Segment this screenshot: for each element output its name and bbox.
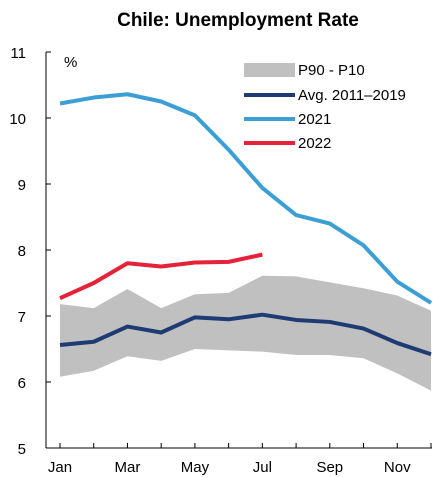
chart-title: Chile: Unemployment Rate [117,10,359,31]
y-tick-label: 11 [10,45,26,62]
band-p90-p10 [60,275,431,391]
legend-label-1: Avg. 2011–2019 [298,87,406,104]
band-layer [60,275,431,391]
x-tick-label: Jul [253,459,272,476]
y-tick-label: 8 [18,243,26,260]
legend-label-2: 2021 [298,111,331,128]
x-tick-label: Jan [48,459,72,476]
y-unit-label: % [64,54,77,71]
legend-label-band: P90 - P10 [298,62,365,79]
y-tick-label: 6 [18,375,26,392]
x-tick-label: May [181,459,210,476]
x-tick-label: Nov [384,459,411,476]
y-tick-label: 9 [18,177,26,194]
series-line-3 [59,252,263,301]
legend: P90 - P10 Avg. 2011–2019 2021 2022 [244,62,406,152]
x-tick-label: Mar [115,459,141,476]
series-line-2 [59,92,433,305]
y-tick-label: 7 [18,309,26,326]
legend-swatch-band [244,63,295,77]
series-layer [59,92,433,357]
y-tick-label: 10 [9,111,26,128]
legend-label-3: 2022 [298,135,331,152]
axes: 5 6 7 8 9 10 11 Jan Mar May Jul Sep Nov [9,45,432,476]
y-tick-label: 5 [18,441,26,458]
x-tick-label: Sep [316,459,343,476]
series-line-1 [59,312,432,357]
